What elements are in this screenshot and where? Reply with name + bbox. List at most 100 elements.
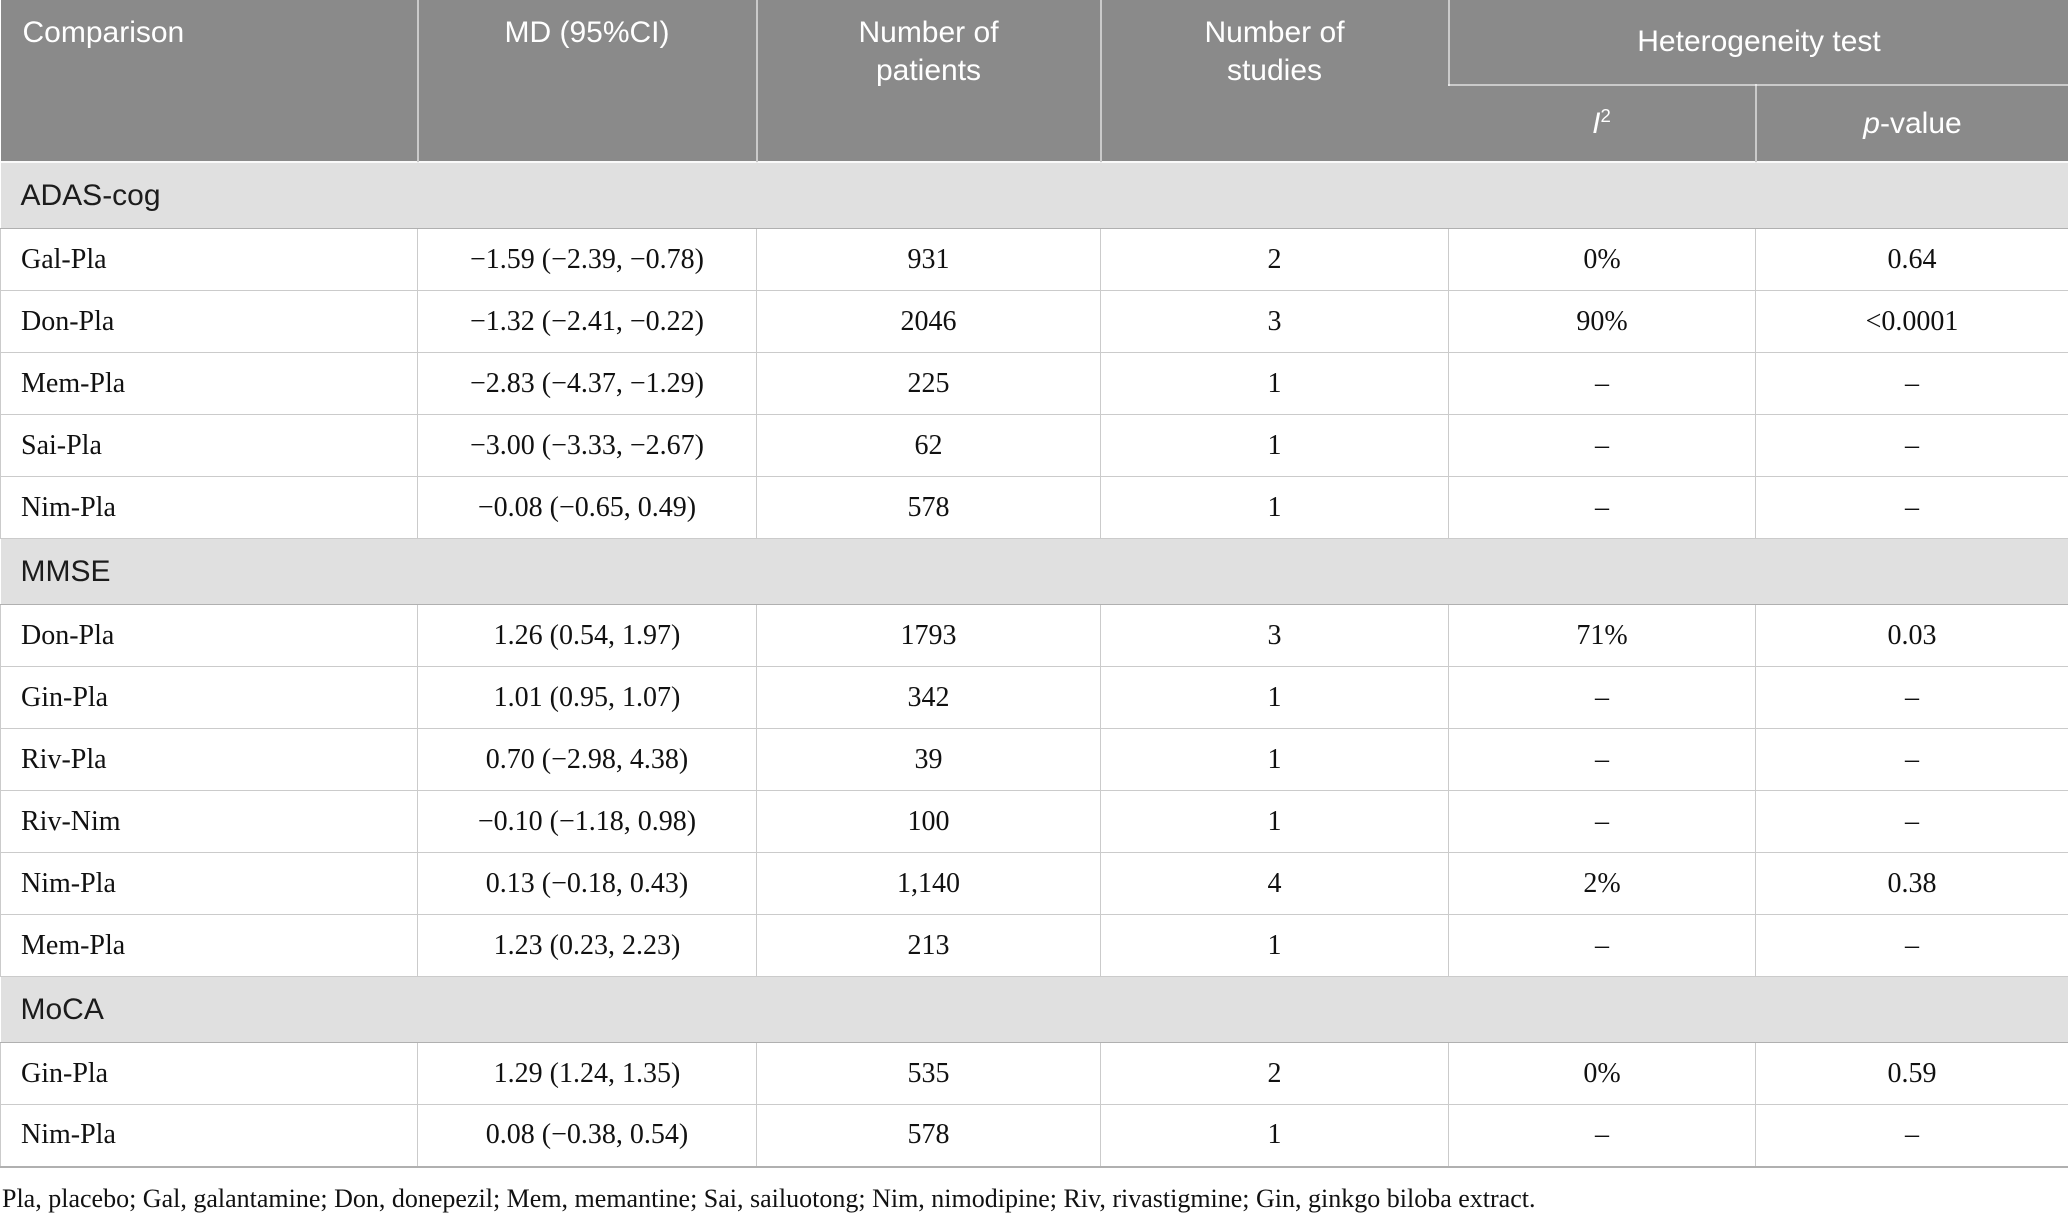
cell-comparison: Gin-Pla	[1, 667, 418, 729]
cell-p: –	[1756, 477, 2068, 539]
cell-md: −1.32 (−2.41, −0.22)	[418, 291, 757, 353]
cell-md: −1.59 (−2.39, −0.78)	[418, 229, 757, 291]
cell-patients: 535	[757, 1043, 1101, 1105]
table-row: Nim-Pla −0.08 (−0.65, 0.49) 578 1 – –	[1, 477, 2068, 539]
section-label: MoCA	[1, 977, 2068, 1043]
i-squared-base: I	[1592, 107, 1600, 140]
table-row: Nim-Pla 0.08 (−0.38, 0.54) 578 1 – –	[1, 1105, 2068, 1167]
cell-i2: 71%	[1449, 605, 1756, 667]
cell-i2: –	[1449, 791, 1756, 853]
cell-i2: 90%	[1449, 291, 1756, 353]
header-comparison: Comparison	[1, 0, 418, 162]
cell-i2: –	[1449, 415, 1756, 477]
header-heterogeneity-test: Heterogeneity test	[1449, 0, 2068, 85]
cell-studies: 2	[1101, 229, 1449, 291]
cell-studies: 3	[1101, 605, 1449, 667]
cell-studies: 4	[1101, 853, 1449, 915]
cell-p: –	[1756, 353, 2068, 415]
cell-patients: 931	[757, 229, 1101, 291]
i-squared-sup: 2	[1601, 105, 1611, 126]
table-row: Mem-Pla −2.83 (−4.37, −1.29) 225 1 – –	[1, 353, 2068, 415]
cell-patients: 213	[757, 915, 1101, 977]
cell-p: 0.03	[1756, 605, 2068, 667]
cell-patients: 2046	[757, 291, 1101, 353]
cell-comparison: Mem-Pla	[1, 353, 418, 415]
cell-md: 1.29 (1.24, 1.35)	[418, 1043, 757, 1105]
cell-studies: 1	[1101, 353, 1449, 415]
header-number-of-studies-label: Number of studies	[1167, 14, 1382, 89]
cell-comparison: Riv-Pla	[1, 729, 418, 791]
cell-i2: –	[1449, 667, 1756, 729]
cell-studies: 1	[1101, 667, 1449, 729]
cell-comparison: Gal-Pla	[1, 229, 418, 291]
section-row-moca: MoCA	[1, 977, 2068, 1043]
cell-patients: 1793	[757, 605, 1101, 667]
cell-patients: 342	[757, 667, 1101, 729]
cell-i2: –	[1449, 729, 1756, 791]
cell-studies: 1	[1101, 729, 1449, 791]
cell-patients: 62	[757, 415, 1101, 477]
cell-comparison: Nim-Pla	[1, 1105, 418, 1167]
section-label: ADAS-cog	[1, 162, 2068, 229]
header-number-of-studies: Number of studies	[1101, 0, 1449, 162]
header-heterogeneity-label: Heterogeneity test	[1637, 25, 1880, 58]
section-label: MMSE	[1, 539, 2068, 605]
cell-p: 0.64	[1756, 229, 2068, 291]
cell-studies: 3	[1101, 291, 1449, 353]
cell-i2: –	[1449, 477, 1756, 539]
cell-md: 1.01 (0.95, 1.07)	[418, 667, 757, 729]
cell-p: –	[1756, 415, 2068, 477]
header-number-of-patients-label: Number of patients	[821, 14, 1036, 89]
table-row: Gal-Pla −1.59 (−2.39, −0.78) 931 2 0% 0.…	[1, 229, 2068, 291]
cell-i2: –	[1449, 353, 1756, 415]
table-row: Don-Pla −1.32 (−2.41, −0.22) 2046 3 90% …	[1, 291, 2068, 353]
table-row: Riv-Nim −0.10 (−1.18, 0.98) 100 1 – –	[1, 791, 2068, 853]
cell-p: –	[1756, 1105, 2068, 1167]
table-body: ADAS-cog Gal-Pla −1.59 (−2.39, −0.78) 93…	[1, 162, 2068, 1167]
table-row: Don-Pla 1.26 (0.54, 1.97) 1793 3 71% 0.0…	[1, 605, 2068, 667]
cell-patients: 578	[757, 1105, 1101, 1167]
table-row: Gin-Pla 1.29 (1.24, 1.35) 535 2 0% 0.59	[1, 1043, 2068, 1105]
table-row: Gin-Pla 1.01 (0.95, 1.07) 342 1 – –	[1, 667, 2068, 729]
cell-comparison: Don-Pla	[1, 291, 418, 353]
cell-studies: 1	[1101, 791, 1449, 853]
table-row: Riv-Pla 0.70 (−2.98, 4.38) 39 1 – –	[1, 729, 2068, 791]
header-md: MD (95%CI)	[418, 0, 757, 162]
cell-md: 1.26 (0.54, 1.97)	[418, 605, 757, 667]
header-md-label: MD (95%CI)	[504, 16, 669, 49]
cell-studies: 1	[1101, 1105, 1449, 1167]
cell-studies: 1	[1101, 477, 1449, 539]
cell-studies: 2	[1101, 1043, 1449, 1105]
cell-p: 0.38	[1756, 853, 2068, 915]
cell-comparison: Mem-Pla	[1, 915, 418, 977]
cell-md: −0.08 (−0.65, 0.49)	[418, 477, 757, 539]
cell-md: −0.10 (−1.18, 0.98)	[418, 791, 757, 853]
cell-p: –	[1756, 915, 2068, 977]
cell-studies: 1	[1101, 415, 1449, 477]
meta-analysis-table: Comparison MD (95%CI) Number of patients…	[0, 0, 2068, 1168]
cell-p: –	[1756, 791, 2068, 853]
cell-patients: 578	[757, 477, 1101, 539]
cell-p: –	[1756, 729, 2068, 791]
cell-p: 0.59	[1756, 1043, 2068, 1105]
cell-comparison: Riv-Nim	[1, 791, 418, 853]
cell-md: 0.08 (−0.38, 0.54)	[418, 1105, 757, 1167]
cell-comparison: Don-Pla	[1, 605, 418, 667]
cell-md: 0.70 (−2.98, 4.38)	[418, 729, 757, 791]
table-header: Comparison MD (95%CI) Number of patients…	[1, 0, 2068, 162]
cell-comparison: Sai-Pla	[1, 415, 418, 477]
cell-studies: 1	[1101, 915, 1449, 977]
header-p-value: p-value	[1756, 85, 2068, 162]
cell-p: –	[1756, 667, 2068, 729]
cell-patients: 225	[757, 353, 1101, 415]
header-comparison-label: Comparison	[23, 16, 185, 49]
p-value-base: p	[1863, 107, 1880, 140]
cell-i2: –	[1449, 1105, 1756, 1167]
cell-md: −2.83 (−4.37, −1.29)	[418, 353, 757, 415]
section-row-mmse: MMSE	[1, 539, 2068, 605]
section-row-adas-cog: ADAS-cog	[1, 162, 2068, 229]
cell-comparison: Nim-Pla	[1, 477, 418, 539]
cell-i2: 2%	[1449, 853, 1756, 915]
cell-patients: 39	[757, 729, 1101, 791]
